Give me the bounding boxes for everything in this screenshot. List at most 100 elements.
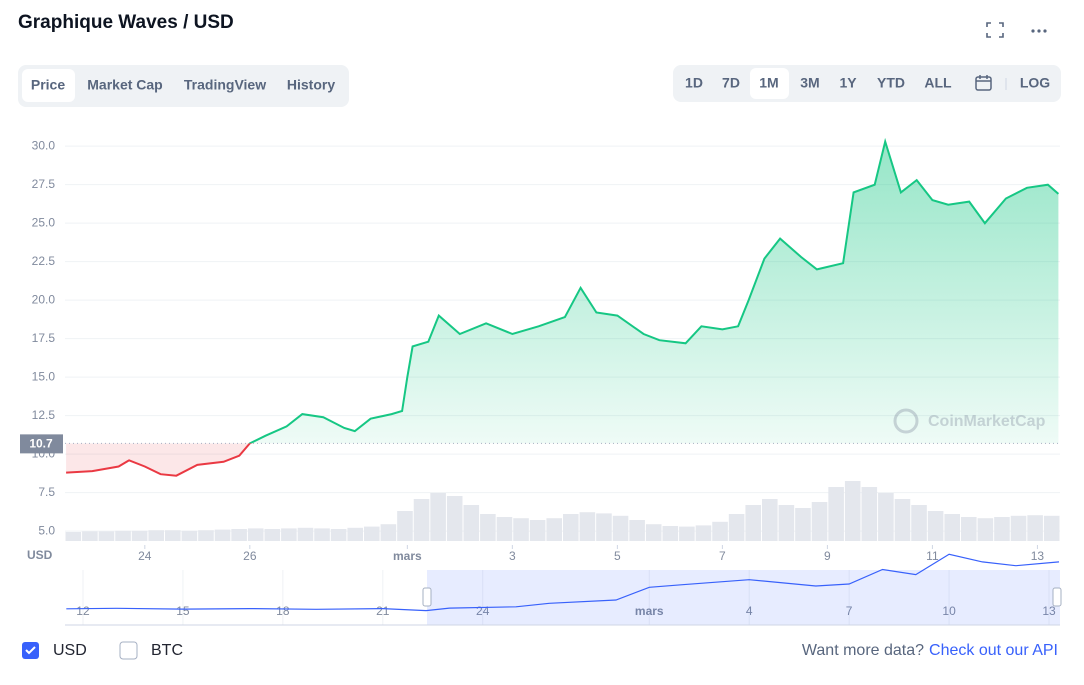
nav-tick-label: 21 (376, 604, 390, 618)
watermark: CoinMarketCap (893, 408, 1046, 434)
y-tick-label: 7.5 (38, 485, 55, 499)
volume-bar (463, 505, 480, 541)
tab[interactable]: TradingView (184, 77, 266, 93)
range-button[interactable]: 7D (722, 75, 740, 91)
area-up (249, 141, 1059, 444)
nav-line (66, 553, 1060, 612)
y-tick-label: 17.5 (32, 331, 56, 345)
fullscreen-icon[interactable] (986, 22, 1004, 38)
volume-bar (927, 511, 944, 541)
x-tick-label: 13 (1031, 549, 1045, 563)
calendar-icon[interactable] (975, 75, 992, 91)
volume-bar (961, 517, 977, 541)
log-button[interactable]: LOG (1020, 75, 1050, 91)
volume-bar (795, 508, 811, 541)
tab[interactable]: Market Cap (87, 77, 162, 93)
volume-bar (148, 530, 164, 541)
volume-bar (645, 524, 662, 541)
volume-bar (762, 499, 778, 541)
volume-bar (330, 529, 347, 541)
nav-handle[interactable] (1052, 587, 1062, 607)
volume-bar (596, 513, 612, 541)
volume-bar (563, 514, 579, 541)
y-axis-label: USD (27, 548, 53, 562)
y-tick-label: 25.0 (32, 215, 56, 229)
nav-tick-label: 15 (176, 604, 190, 618)
volume-bar (165, 530, 181, 541)
x-tick-label: 9 (824, 549, 831, 563)
volume-bar (496, 517, 513, 541)
volume-bar (994, 517, 1010, 541)
tab-group (18, 65, 349, 107)
volume-bar (712, 521, 728, 541)
volume-bar (430, 493, 446, 541)
volume-bar (861, 487, 878, 541)
price-line-down (66, 443, 253, 477)
volume-bar (413, 499, 430, 541)
price-line-up (248, 137, 1060, 444)
range-button[interactable]: 1Y (839, 75, 857, 91)
volume-bar (612, 515, 629, 541)
volume-bar (247, 528, 264, 541)
volume-bar (878, 493, 894, 541)
volume-bar (480, 514, 496, 541)
volume-bar (629, 520, 645, 541)
range-button[interactable]: 3M (800, 75, 819, 91)
more-icon[interactable] (1031, 29, 1047, 33)
nav-handle[interactable] (422, 587, 432, 607)
volume-bar (115, 530, 131, 541)
volume-bar (65, 532, 82, 541)
y-tick-label: 30.0 (32, 138, 56, 152)
volume-bar (844, 481, 861, 541)
nav-selection[interactable] (427, 570, 1060, 625)
range-button[interactable]: YTD (877, 75, 905, 91)
volume-bar (347, 527, 363, 541)
volume-bar (745, 505, 761, 541)
volume-bar (397, 511, 413, 541)
volume-bar (679, 526, 695, 541)
y-tick-label: 22.5 (32, 254, 56, 268)
volume-bar (911, 505, 927, 541)
volume-bar (297, 527, 314, 541)
api-link[interactable]: Check out our API (929, 642, 1058, 659)
tab[interactable]: Price (31, 77, 65, 93)
volume-bar (546, 518, 562, 541)
nav-tick-label: 18 (276, 604, 290, 618)
volume-bar (944, 514, 960, 541)
footer: Want more data? Check out our API (802, 642, 1058, 659)
area-down (66, 443, 1059, 476)
volume-bar (662, 526, 679, 541)
volume-bar (364, 526, 380, 541)
footer-prompt: Want more data? (802, 642, 924, 659)
volume-bar (1010, 515, 1027, 541)
nav-tick-label: 12 (76, 604, 90, 618)
x-tick-label: 24 (138, 549, 152, 563)
x-tick-label: 26 (243, 549, 257, 563)
legend-usd: USD (53, 642, 87, 659)
volume-bar (198, 530, 214, 541)
volume-bar (1043, 515, 1060, 541)
volume-bar (82, 531, 98, 541)
volume-bar (529, 520, 546, 541)
y-tick-label: 5.0 (38, 523, 55, 537)
reference-badge (20, 434, 63, 454)
nav-tick-label: 7 (846, 604, 853, 618)
volume-bar (264, 529, 281, 541)
volume-bar (828, 487, 844, 541)
volume-bar (446, 496, 463, 541)
x-tick-label: mars (393, 549, 422, 563)
x-tick-label: 3 (509, 549, 516, 563)
volume-bar (281, 528, 297, 541)
tab[interactable]: History (287, 77, 335, 93)
btc-checkbox[interactable] (119, 641, 138, 660)
nav-tick-label: 13 (1042, 604, 1056, 618)
range-button[interactable]: ALL (924, 75, 952, 91)
volume-bar (131, 530, 148, 541)
volume-bar (1027, 515, 1043, 541)
range-button[interactable]: 1M (759, 75, 778, 91)
active-range (750, 68, 789, 99)
volume-bar (380, 524, 397, 541)
range-button[interactable]: 1D (685, 75, 703, 91)
x-tick-label: 11 (926, 549, 939, 563)
